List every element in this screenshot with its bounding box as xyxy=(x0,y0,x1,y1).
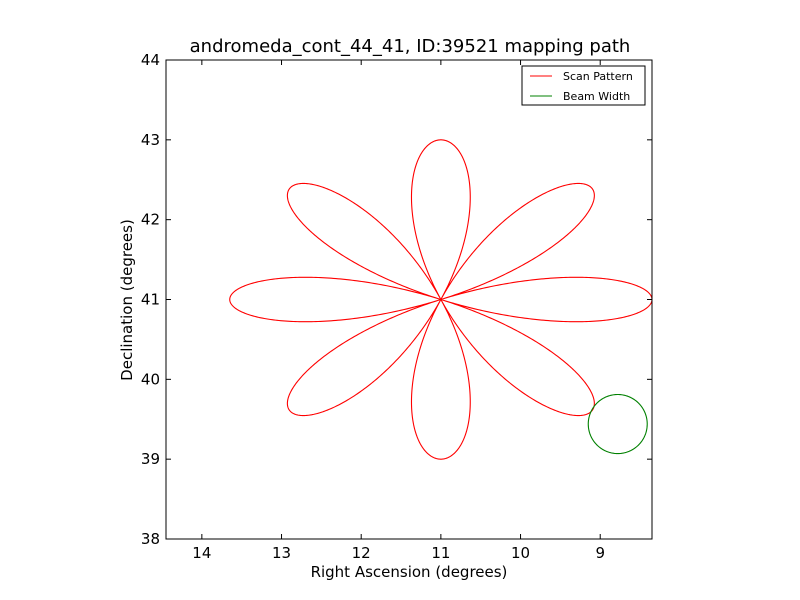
x-tick-label: 13 xyxy=(272,544,291,562)
y-tick-label: 38 xyxy=(141,530,160,548)
series-line-scan-pattern xyxy=(229,139,652,460)
y-ticks: 38 39 40 41 42 43 44 xyxy=(141,51,652,548)
series-layer xyxy=(229,139,652,460)
x-tick-label: 11 xyxy=(431,544,450,562)
y-tick-label: 44 xyxy=(141,51,160,69)
x-tick-label: 9 xyxy=(595,544,605,562)
x-tick-label: 10 xyxy=(511,544,530,562)
y-tick-label: 42 xyxy=(141,211,160,229)
chart-title: andromeda_cont_44_41, ID:39521 mapping p… xyxy=(190,36,631,57)
plot-area: 14 13 12 11 10 9 38 39 40 41 42 43 44 xyxy=(141,51,653,562)
y-axis-label: Declination (degrees) xyxy=(118,219,136,381)
y-tick-label: 43 xyxy=(141,131,160,149)
y-tick-label: 39 xyxy=(141,450,160,468)
x-axis-label: Right Ascension (degrees) xyxy=(311,563,508,581)
series-line-beam-width xyxy=(587,393,648,455)
legend: Scan Pattern Beam Width xyxy=(521,65,646,106)
legend-label-scan-pattern: Scan Pattern xyxy=(563,70,633,83)
legend-label-beam-width: Beam Width xyxy=(563,90,630,103)
y-tick-label: 41 xyxy=(141,291,160,309)
y-tick-label: 40 xyxy=(141,370,160,388)
x-tick-label: 14 xyxy=(192,544,211,562)
legend-frame xyxy=(521,65,646,106)
x-tick-label: 12 xyxy=(352,544,371,562)
x-ticks: 14 13 12 11 10 9 xyxy=(192,60,605,562)
axes-background xyxy=(166,60,652,539)
